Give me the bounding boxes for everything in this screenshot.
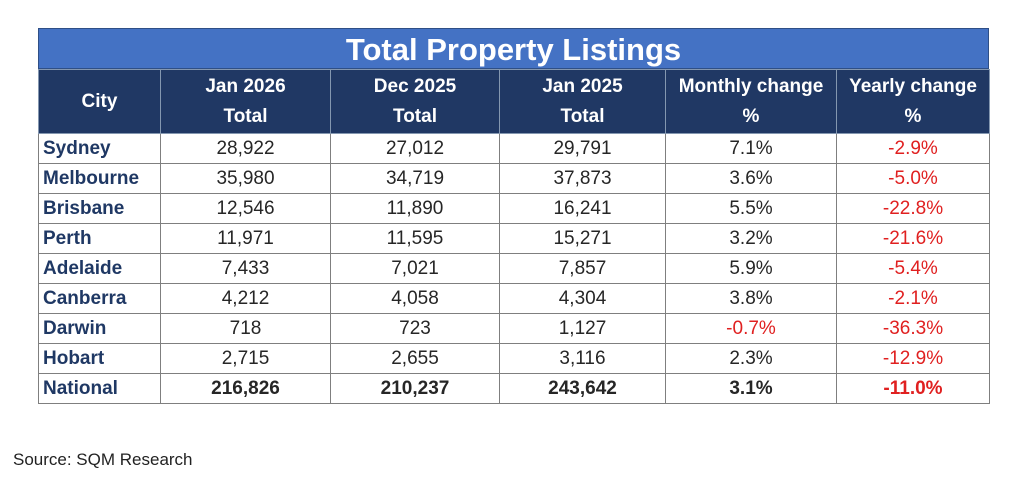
cell-monthly-change: 5.9%: [665, 253, 837, 284]
header-jan-2025: Jan 2025 Total: [499, 69, 666, 134]
cell-monthly-change: 7.1%: [665, 133, 837, 164]
cell-dec-2025: 27,012: [330, 133, 500, 164]
cell-monthly-change: 3.8%: [665, 283, 837, 314]
cell-dec-2025: 11,890: [330, 193, 500, 224]
header-dec-2025: Dec 2025 Total: [330, 69, 500, 134]
table-row: Canberra 4,212 4,058 4,304 3.8% -2.1%: [38, 283, 990, 314]
cell-dec-2025: 723: [330, 313, 500, 344]
cell-city: Perth: [38, 223, 161, 254]
table-row: Melbourne 35,980 34,719 37,873 3.6% -5.0%: [38, 163, 990, 194]
cell-monthly-change: 2.3%: [665, 343, 837, 374]
cell-jan-2025: 4,304: [499, 283, 666, 314]
header-row: City Jan 2026 Total Dec 2025 Total Jan 202…: [38, 69, 990, 134]
cell-city: Darwin: [38, 313, 161, 344]
table-row: Brisbane 12,546 11,890 16,241 5.5% -22.8%: [38, 193, 990, 224]
cell-jan-2025: 243,642: [499, 373, 666, 404]
cell-jan-2026: 11,971: [160, 223, 331, 254]
cell-dec-2025: 2,655: [330, 343, 500, 374]
cell-jan-2025: 15,271: [499, 223, 666, 254]
cell-jan-2026: 28,922: [160, 133, 331, 164]
header-yearly-change: Yearly change%: [836, 69, 990, 134]
listings-table-container: Total Property Listings City Jan 2026 Tot…: [38, 28, 990, 404]
cell-jan-2025: 7,857: [499, 253, 666, 284]
cell-yearly-change: -5.0%: [836, 163, 990, 194]
cell-dec-2025: 7,021: [330, 253, 500, 284]
cell-dec-2025: 4,058: [330, 283, 500, 314]
cell-jan-2025: 3,116: [499, 343, 666, 374]
cell-jan-2026: 7,433: [160, 253, 331, 284]
cell-monthly-change: 3.1%: [665, 373, 837, 404]
cell-yearly-change: -2.1%: [836, 283, 990, 314]
cell-monthly-change: 3.6%: [665, 163, 837, 194]
cell-dec-2025: 11,595: [330, 223, 500, 254]
cell-jan-2026: 2,715: [160, 343, 331, 374]
table-row: Darwin 718 723 1,127 -0.7% -36.3%: [38, 313, 990, 344]
table-row: Hobart 2,715 2,655 3,116 2.3% -12.9%: [38, 343, 990, 374]
header-monthly-change: Monthly change%: [665, 69, 837, 134]
cell-yearly-change: -12.9%: [836, 343, 990, 374]
table-row: Sydney 28,922 27,012 29,791 7.1% -2.9%: [38, 133, 990, 164]
cell-monthly-change: -0.7%: [665, 313, 837, 344]
cell-jan-2025: 29,791: [499, 133, 666, 164]
cell-jan-2026: 718: [160, 313, 331, 344]
cell-city: Sydney: [38, 133, 161, 164]
cell-city: National: [38, 373, 161, 404]
table-title: Total Property Listings: [38, 28, 989, 69]
cell-city: Brisbane: [38, 193, 161, 224]
cell-jan-2026: 216,826: [160, 373, 331, 404]
header-city: City: [38, 69, 161, 134]
listings-table: City Jan 2026 Total Dec 2025 Total Jan 202…: [38, 69, 990, 404]
table-row: Adelaide 7,433 7,021 7,857 5.9% -5.4%: [38, 253, 990, 284]
cell-dec-2025: 34,719: [330, 163, 500, 194]
cell-yearly-change: -5.4%: [836, 253, 990, 284]
cell-yearly-change: -21.6%: [836, 223, 990, 254]
cell-jan-2026: 12,546: [160, 193, 331, 224]
header-jan-2026: Jan 2026 Total: [160, 69, 331, 134]
cell-dec-2025: 210,237: [330, 373, 500, 404]
table-row: Perth 11,971 11,595 15,271 3.2% -21.6%: [38, 223, 990, 254]
cell-yearly-change: -22.8%: [836, 193, 990, 224]
cell-city: Adelaide: [38, 253, 161, 284]
cell-city: Hobart: [38, 343, 161, 374]
cell-jan-2026: 4,212: [160, 283, 331, 314]
cell-jan-2025: 16,241: [499, 193, 666, 224]
source-note: Source: SQM Research: [13, 450, 193, 469]
cell-city: Melbourne: [38, 163, 161, 194]
cell-jan-2025: 1,127: [499, 313, 666, 344]
cell-yearly-change: -11.0%: [836, 373, 990, 404]
cell-jan-2026: 35,980: [160, 163, 331, 194]
cell-yearly-change: -36.3%: [836, 313, 990, 344]
cell-yearly-change: -2.9%: [836, 133, 990, 164]
cell-jan-2025: 37,873: [499, 163, 666, 194]
cell-monthly-change: 5.5%: [665, 193, 837, 224]
cell-monthly-change: 3.2%: [665, 223, 837, 254]
cell-city: Canberra: [38, 283, 161, 314]
table-row: National 216,826 210,237 243,642 3.1% -11.0%: [38, 373, 990, 404]
